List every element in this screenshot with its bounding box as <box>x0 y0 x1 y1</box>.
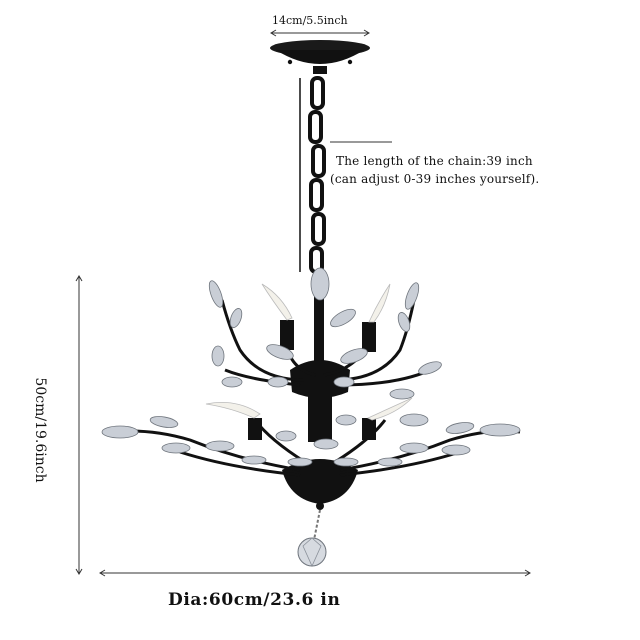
canopy-size-label: 14cm/5.5inch <box>272 14 348 27</box>
chain-adjust-label: (can adjust 0-39 inches yourself). <box>330 172 540 186</box>
canopy-dimension-line <box>270 29 370 37</box>
diameter-label: Dia:60cm/23.6 in <box>168 590 341 610</box>
hanging-chain <box>308 76 326 274</box>
ceiling-canopy <box>270 40 370 74</box>
height-label: 50cm/19.6inch <box>32 377 48 483</box>
chain-length-label: The length of the chain:39 inch <box>336 154 533 168</box>
crystal-pendant <box>297 509 327 567</box>
crystal-leaves <box>101 267 521 467</box>
central-column <box>282 272 358 510</box>
candle-bulbs <box>205 283 413 440</box>
height-dimension-line <box>75 275 83 575</box>
width-dimension-line <box>99 569 531 577</box>
